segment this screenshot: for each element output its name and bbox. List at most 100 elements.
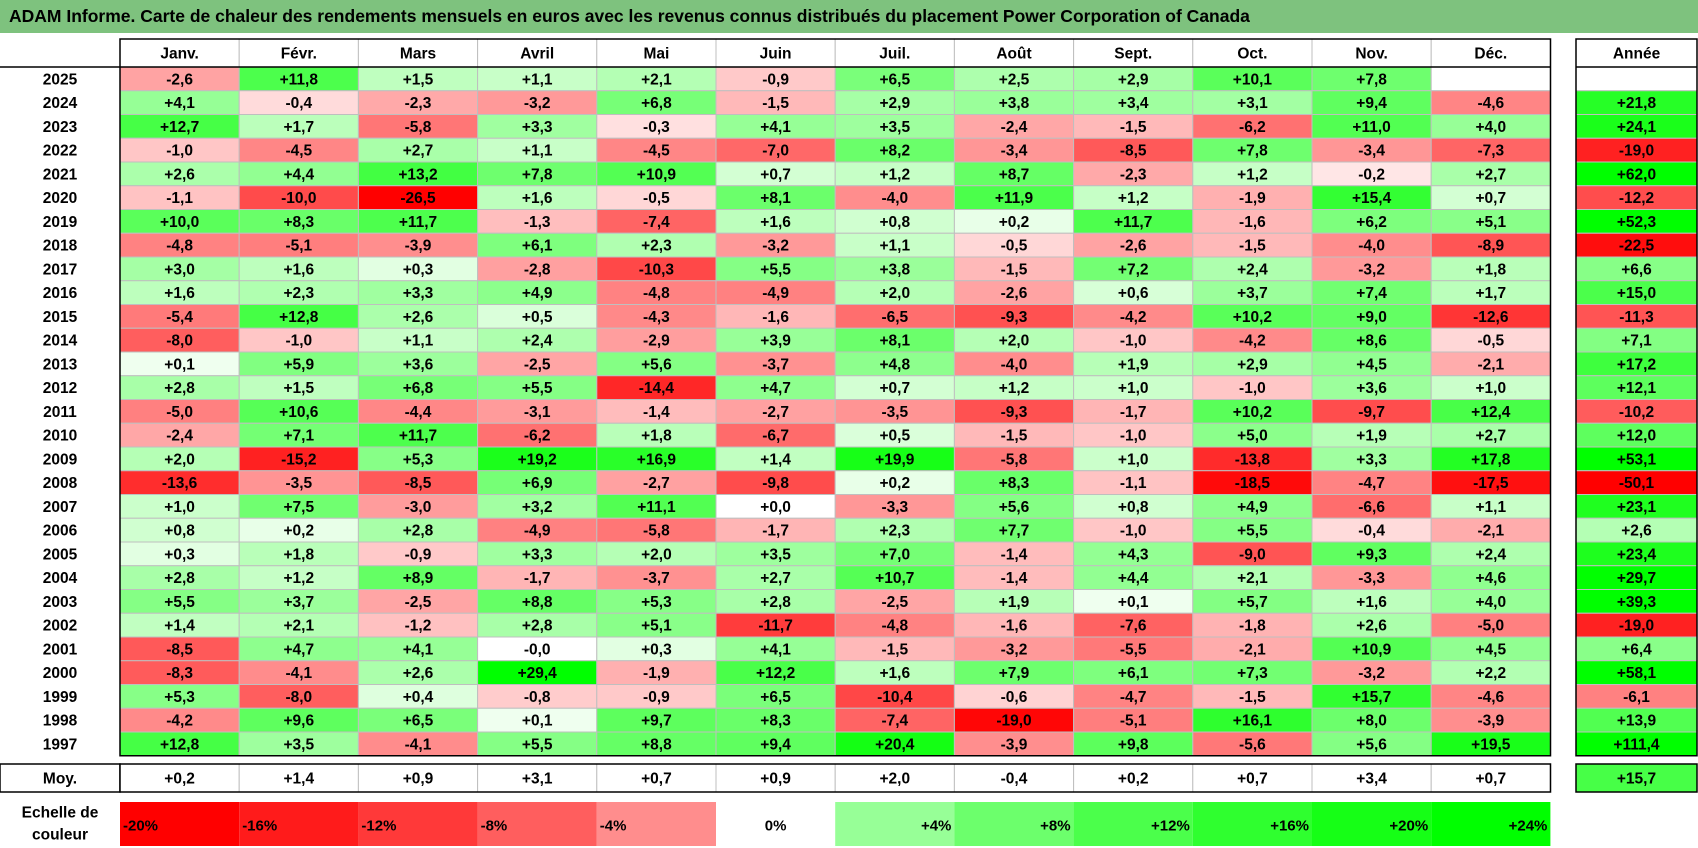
year-label: 2019	[43, 214, 78, 231]
cell-value: +4,5	[1475, 641, 1506, 658]
cell-value: +0,7	[760, 166, 791, 183]
cell-value: +7,3	[1237, 665, 1268, 682]
year-label: 2004	[43, 570, 78, 587]
cell-value: +3,8	[999, 95, 1030, 112]
cell-value: -1,1	[166, 190, 193, 207]
cell-value: -3,4	[1001, 143, 1028, 160]
cell-value: +4,1	[403, 641, 434, 658]
scale-swatch	[596, 802, 716, 846]
month-header: Mars	[400, 46, 436, 63]
scale-label-value: 0%	[765, 818, 787, 835]
cell-value: +6,5	[879, 71, 910, 88]
cell-value: +4,7	[283, 641, 314, 658]
cell-value: -1,0	[1120, 428, 1147, 445]
cell-value: +2,1	[283, 618, 314, 635]
cell-value: +11,0	[1352, 119, 1390, 136]
cell-value: -19,0	[996, 713, 1031, 730]
month-header: Févr.	[281, 46, 317, 63]
cell-value: -1,2	[405, 618, 432, 635]
cell-value: +2,7	[1475, 428, 1506, 445]
cell-value: +0,8	[164, 523, 195, 540]
cell-value: -3,0	[405, 499, 432, 516]
cell-value: -6,7	[762, 428, 789, 445]
cell-value: +7,8	[522, 166, 553, 183]
cell-value: +1,2	[1118, 190, 1149, 207]
avg-cell	[953, 763, 1075, 793]
cell-value: -5,1	[285, 238, 312, 255]
scale-label-value: -8%	[481, 818, 508, 835]
cell-value: +3,3	[522, 119, 553, 136]
avg-cell	[477, 763, 598, 793]
cell-value: +1,6	[283, 261, 314, 278]
annual-value: -11,3	[1619, 309, 1654, 326]
cell-value: -3,7	[643, 570, 670, 587]
cell-value: +7,4	[1356, 285, 1387, 302]
cell-value: +0,1	[164, 356, 195, 373]
scale-swatch	[835, 802, 955, 846]
cell-value: +1,8	[283, 546, 314, 563]
cell-value: +12,2	[756, 665, 795, 682]
cell-value: -4,5	[643, 143, 670, 160]
cell-value: -13,6	[162, 475, 198, 492]
cell-value: +19,9	[875, 451, 915, 468]
cell-value: -1,6	[762, 309, 789, 326]
cell-value: +12,8	[160, 736, 200, 753]
cell-value: +5,7	[1237, 594, 1268, 611]
cell-value: -1,0	[1239, 380, 1266, 397]
cell-value: +0,3	[164, 546, 195, 563]
heatmap-cell	[1430, 66, 1551, 92]
cell-value: -1,5	[1239, 238, 1266, 255]
cell-value: -4,6	[1477, 689, 1504, 706]
cell-value: -3,5	[285, 475, 312, 492]
avg-border	[119, 763, 1552, 793]
year-label: 2016	[43, 285, 78, 302]
cell-value: +1,4	[164, 618, 195, 635]
cell-value: +15,4	[1352, 190, 1392, 207]
avg-value: +0,7	[641, 771, 672, 788]
cell-value: -1,0	[1120, 333, 1147, 350]
cell-value: +2,6	[403, 309, 434, 326]
cell-value: +9,0	[1356, 309, 1387, 326]
cell-value: -9,3	[1001, 404, 1028, 421]
cell-value: -1,4	[1001, 570, 1028, 587]
cell-value: -2,6	[1120, 238, 1147, 255]
avg-value: +0,2	[1118, 771, 1149, 788]
cell-value: +4,9	[1237, 499, 1268, 516]
cell-value: +0,0	[760, 499, 791, 516]
cell-value: +2,0	[879, 285, 910, 302]
annual-value: +53,1	[1617, 451, 1657, 468]
cell-value: +5,3	[403, 451, 434, 468]
cell-value: +1,6	[164, 285, 195, 302]
cell-value: -6,2	[1239, 119, 1266, 136]
cell-value: -1,7	[1120, 404, 1147, 421]
cell-value: -18,5	[1235, 475, 1271, 492]
cell-value: +4,4	[1118, 570, 1149, 587]
cell-value: +20,4	[875, 736, 915, 753]
cell-value: -2,6	[1001, 285, 1028, 302]
cell-value: +4,1	[760, 641, 791, 658]
month-header: Juin	[760, 46, 792, 63]
year-label: 2002	[43, 618, 77, 635]
cell-value: +4,8	[879, 356, 910, 373]
annual-value: -6,1	[1623, 689, 1650, 706]
cell-value: +3,7	[283, 594, 314, 611]
cell-value: +5,5	[760, 261, 791, 278]
cell-value: +7,0	[879, 546, 910, 563]
cell-value: -11,7	[758, 618, 792, 635]
cell-value: +2,9	[1237, 356, 1268, 373]
cell-value: -4,5	[285, 143, 312, 160]
cell-value: +7,1	[283, 428, 314, 445]
cell-value: -2,3	[1120, 166, 1147, 183]
cell-value: +9,8	[1118, 736, 1149, 753]
cell-value: -0,0	[524, 641, 551, 658]
avg-value: +1,4	[283, 771, 314, 788]
table-border	[119, 38, 1552, 757]
cell-value: +6,9	[522, 475, 553, 492]
cell-value: -0,5	[643, 190, 670, 207]
cell-value: -14,4	[639, 380, 675, 397]
cell-value: +0,5	[522, 309, 553, 326]
cell-value: +6,2	[1356, 214, 1387, 231]
cell-value: +3,5	[760, 546, 791, 563]
cell-value: -3,1	[524, 404, 551, 421]
